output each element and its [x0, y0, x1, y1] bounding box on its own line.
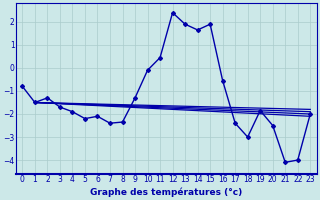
X-axis label: Graphe des températures (°c): Graphe des températures (°c) [90, 187, 243, 197]
